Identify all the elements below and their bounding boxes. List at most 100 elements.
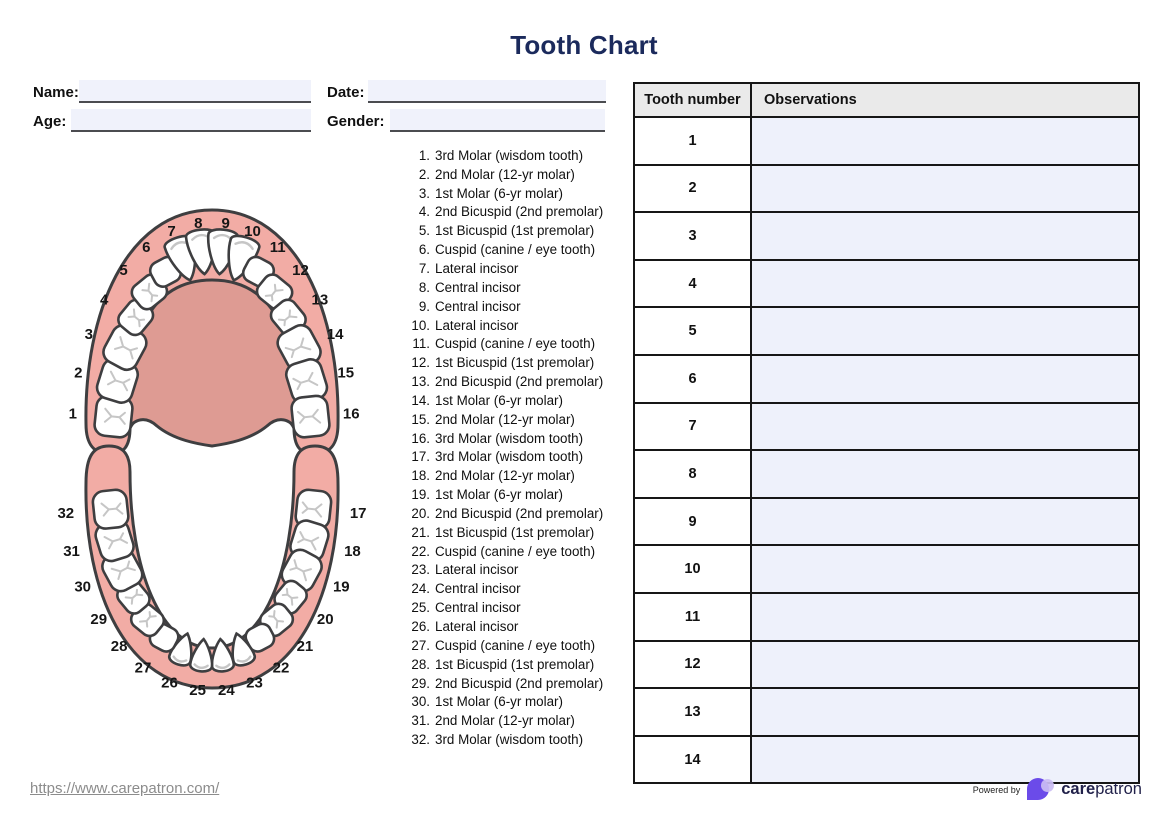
tooth-list-number: 6. [418, 242, 430, 258]
diagram-tooth-number: 13 [312, 292, 329, 309]
tooth-list-label: Lateral incisor [435, 619, 519, 635]
tooth-number-cell: 8 [633, 449, 752, 499]
tooth-list-label: Lateral incisor [435, 317, 519, 333]
powered-by-block: Powered by carepatron [973, 776, 1142, 803]
incisor-highlight [234, 241, 254, 251]
tooth-list-number: 16. [411, 430, 430, 446]
date-field[interactable] [368, 80, 606, 103]
observation-cell[interactable] [750, 258, 1140, 309]
observation-cell[interactable] [750, 163, 1140, 214]
tooth-crack-lines [141, 282, 159, 303]
tooth-list-label: Cuspid (canine / eye tooth) [435, 242, 596, 258]
name-label: Name: [33, 84, 79, 101]
tooth-list-label: 1st Molar (6-yr molar) [435, 487, 563, 503]
tooth-list-item: 2. 2nd Molar (12-yr molar) [406, 165, 631, 184]
tooth-crack-lines [127, 308, 146, 328]
table-row: 13 [633, 687, 1140, 737]
incisor-shape [188, 637, 214, 673]
tooth-32 [91, 488, 130, 530]
diagram-tooth-number: 22 [273, 660, 290, 677]
observations-table: Tooth number Observations 1 2 3 4 5 6 7 8 9 10 11 1… [633, 82, 1140, 785]
tooth-list-item: 6. Cuspid (canine / eye tooth) [406, 240, 631, 259]
tooth-list-label: 1st Bicuspid (1st premolar) [435, 355, 595, 371]
table-row: 7 [633, 401, 1140, 452]
tooth-list-item: 20. 2nd Bicuspid (2nd premolar) [406, 504, 631, 523]
tooth-list-number: 3. [418, 185, 430, 201]
tooth-crack-lines [281, 587, 299, 606]
observation-cell[interactable] [750, 306, 1140, 356]
name-field[interactable] [79, 80, 311, 103]
tooth-crack-lines [138, 610, 157, 628]
diagram-tooth-number: 6 [142, 239, 150, 256]
diagram-tooth-number: 29 [90, 611, 107, 628]
tooth-list-item: 9. Central incisor [406, 297, 631, 316]
tooth-list-item: 32. 3rd Molar (wisdom tooth) [406, 730, 631, 749]
tooth-number-cell: 14 [633, 734, 752, 785]
tooth-crack-lines [284, 337, 312, 359]
observation-cell[interactable] [750, 734, 1140, 785]
table-row: 4 [633, 258, 1140, 309]
gender-field[interactable] [390, 109, 605, 132]
tooth-list-number: 9. [418, 298, 430, 314]
observation-cell[interactable] [750, 116, 1140, 166]
tooth-list-label: 2nd Molar (12-yr molar) [435, 166, 575, 182]
tooth-list-label: 3rd Molar (wisdom tooth) [435, 449, 584, 465]
tooth-list-label: 1st Molar (6-yr molar) [435, 694, 563, 710]
diagram-tooth-number: 24 [218, 682, 235, 699]
observation-cell[interactable] [750, 687, 1140, 737]
observation-cell[interactable] [750, 591, 1140, 642]
tooth-list-label: 2nd Molar (12-yr molar) [435, 468, 575, 484]
tooth-24 [210, 637, 236, 673]
tooth-number-cell: 2 [633, 163, 752, 214]
tooth-list-label: 3rd Molar (wisdom tooth) [435, 732, 584, 748]
tooth-list-number: 17. [411, 449, 430, 465]
tooth-list-label: Central incisor [435, 298, 521, 314]
tooth-number-cell: 7 [633, 401, 752, 452]
tooth-list-item: 26. Lateral incisor [406, 617, 631, 636]
powered-by-text: Powered by [972, 784, 1021, 795]
tooth-list-number: 27. [411, 637, 430, 653]
tooth-25 [188, 637, 214, 673]
tooth-list-label: Cuspid (canine / eye tooth) [435, 637, 596, 653]
tooth-list-number: 11. [412, 336, 430, 352]
tooth-list-number: 22. [411, 543, 430, 559]
table-row: 8 [633, 449, 1140, 499]
table-row: 10 [633, 544, 1140, 594]
tooth-crack-lines [277, 309, 298, 327]
diagram-tooth-number: 9 [221, 215, 229, 232]
observation-cell[interactable] [750, 544, 1140, 594]
tooth-crack-lines [289, 559, 312, 582]
tooth-list-label: 1st Molar (6-yr molar) [435, 185, 563, 201]
observation-cell[interactable] [750, 496, 1140, 547]
gender-label: Gender: [327, 113, 385, 130]
diagram-tooth-number: 27 [135, 660, 152, 677]
tooth-list-label: 2nd Molar (12-yr molar) [435, 411, 575, 427]
tooth-26 [168, 631, 193, 667]
observation-cell[interactable] [750, 211, 1140, 261]
observation-cell[interactable] [750, 639, 1140, 690]
observation-cell[interactable] [750, 353, 1140, 404]
diagram-tooth-number: 10 [244, 223, 261, 240]
tooth-list-item: 23. Lateral incisor [406, 561, 631, 580]
tooth-list-item: 8. Central incisor [406, 278, 631, 297]
tooth-list-number: 30. [411, 694, 430, 710]
observation-cell[interactable] [750, 449, 1140, 499]
tooth-list-number: 20. [411, 505, 430, 521]
observation-cell[interactable] [750, 401, 1140, 452]
tooth-list-item: 21. 1st Bicuspid (1st premolar) [406, 523, 631, 542]
carepatron-link[interactable]: https://www.carepatron.com/ [30, 780, 220, 797]
tooth-crack-lines [114, 336, 138, 360]
age-field[interactable] [71, 109, 311, 132]
tooth-name-list: 1. 3rd Molar (wisdom tooth) 2. 2nd Molar (1… [406, 146, 631, 749]
table-header-row: Tooth number Observations [633, 82, 1140, 118]
tooth-crack-lines [106, 370, 131, 392]
tooth-list-label: 3rd Molar (wisdom tooth) [435, 147, 584, 163]
tooth-list-item: 12. 1st Bicuspid (1st premolar) [406, 353, 631, 372]
tooth-list-number: 10. [411, 317, 430, 333]
table-row: 9 [633, 496, 1140, 547]
incisor-highlight [215, 663, 231, 670]
diagram-tooth-number: 14 [327, 326, 344, 343]
tooth-list-item: 16. 3rd Molar (wisdom tooth) [406, 429, 631, 448]
diagram-tooth-number: 17 [350, 505, 367, 522]
